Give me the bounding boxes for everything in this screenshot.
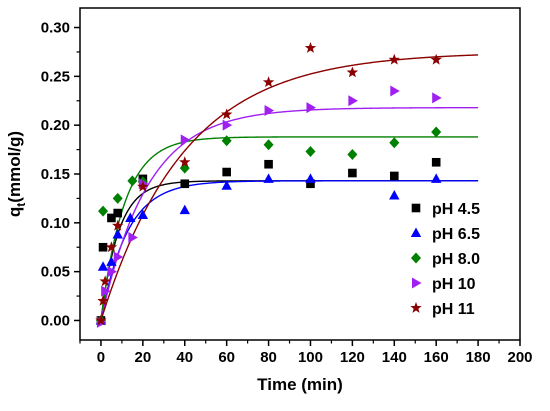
x-tick-label: 140 — [382, 349, 407, 366]
data-point-series-2-6 — [221, 135, 232, 147]
data-point-series-0-2 — [107, 213, 116, 223]
legend: pH 4.5 pH 6.5 pH 8.0 pH 10 pH 11 — [410, 201, 480, 318]
data-point-series-1-3 — [112, 229, 123, 239]
legend-marker-0 — [411, 203, 421, 213]
legend-marker-2 — [411, 252, 421, 264]
x-tick-label: 0 — [97, 349, 105, 366]
fit-curve-series-3 — [100, 106, 479, 321]
data-point-series-0-8 — [306, 179, 315, 189]
legend-marker-3 — [412, 277, 422, 289]
data-point-series-4-4 — [112, 219, 124, 231]
legend-label-1: pH 6.5 — [432, 226, 480, 243]
data-point-series-3-10 — [348, 95, 358, 107]
data-point-series-0-9 — [348, 168, 357, 178]
legend-label-4: pH 11 — [432, 301, 475, 318]
y-tick-label: 0.15 — [41, 166, 70, 183]
data-point-series-4-1 — [97, 294, 109, 306]
x-tick-label: 120 — [340, 349, 365, 366]
data-point-series-1-9 — [305, 173, 316, 183]
data-point-series-0-1 — [98, 242, 108, 252]
data-point-series-3-4 — [128, 231, 138, 243]
x-tick-label: 60 — [218, 349, 235, 366]
data-point-series-4-10 — [346, 66, 359, 78]
fit-curves — [100, 54, 479, 321]
x-axis-title: Time (min) — [257, 375, 343, 394]
fit-curve-series-2 — [100, 136, 479, 321]
y-tick-label: 0.00 — [41, 312, 70, 329]
data-point-series-0-6 — [222, 167, 231, 177]
data-point-series-4-6 — [179, 156, 191, 168]
x-tick-label: 180 — [466, 349, 491, 366]
axes: 0 20 40 60 80 100 120 140 160 180 200 0.00 0.05 0.10 0… — [5, 7, 533, 394]
data-point-series-2-2 — [112, 192, 123, 204]
data-point-series-4-2 — [99, 275, 111, 287]
data-point-series-3-8 — [264, 105, 275, 117]
data-point-series-2-8 — [305, 146, 316, 158]
data-point-series-2-10 — [389, 137, 400, 149]
data-point-series-3-3 — [113, 251, 124, 263]
data-point-series-1-4 — [125, 212, 136, 222]
fit-curve-series-0 — [100, 180, 479, 321]
data-point-series-3-2 — [107, 266, 117, 278]
data-point-series-2-11 — [431, 126, 442, 138]
fit-curve-series-4 — [100, 54, 479, 321]
legend-marker-4 — [410, 302, 422, 313]
legend-label-2: pH 8.0 — [432, 251, 480, 268]
data-point-series-3-7 — [222, 119, 233, 131]
data-point-series-0-5 — [180, 179, 190, 189]
x-tick-label: 80 — [260, 349, 277, 366]
data-point-series-4-9 — [304, 42, 317, 53]
y-tick-label: 0.05 — [41, 264, 70, 281]
x-tick-label: 20 — [135, 349, 152, 366]
data-point-series-0-10 — [389, 171, 399, 181]
x-tick-label: 100 — [298, 349, 323, 366]
data-point-series-1-11 — [430, 173, 442, 183]
data-point-series-4-3 — [105, 241, 118, 253]
data-point-series-4-5 — [137, 180, 149, 192]
data-point-series-4-8 — [262, 76, 275, 88]
data-point-series-4-11 — [388, 53, 400, 65]
data-point-series-3-11 — [390, 85, 400, 97]
y-tick-label: 0.20 — [41, 117, 70, 134]
data-point-series-4-7 — [220, 108, 233, 120]
data-point-series-3-6 — [180, 134, 191, 146]
data-point-series-4-12 — [430, 53, 442, 65]
data-point-series-1-6 — [179, 204, 190, 215]
data-point-series-1-2 — [106, 256, 117, 266]
x-tick-label: 40 — [176, 349, 193, 366]
x-tick-label: 200 — [507, 349, 532, 366]
y-axis-title: qt(mmol/g) — [5, 131, 28, 217]
data-point-series-1-10 — [389, 189, 400, 200]
data-point-series-0-11 — [431, 157, 441, 167]
data-point-series-2-7 — [263, 139, 274, 151]
data-point-series-2-3 — [127, 175, 138, 187]
data-point-series-1-5 — [137, 209, 149, 220]
data-point-series-3-1 — [101, 285, 111, 297]
data-point-series-3-9 — [306, 102, 316, 114]
y-tick-label: 0.25 — [41, 68, 70, 85]
x-tick-label: 160 — [424, 349, 449, 366]
fit-curve-series-1 — [100, 180, 479, 321]
data-point-series-1-8 — [263, 173, 274, 183]
legend-label-0: pH 4.5 — [432, 201, 480, 218]
data-point-series-4-0 — [95, 314, 107, 326]
y-tick-label: 0.10 — [41, 215, 70, 232]
data-point-series-3-12 — [432, 92, 442, 104]
data-point-series-2-9 — [347, 148, 358, 160]
data-point-series-0-7 — [264, 159, 273, 169]
legend-marker-1 — [410, 227, 422, 237]
data-point-series-0-3 — [113, 208, 123, 218]
data-markers — [95, 42, 442, 328]
data-point-series-2-1 — [98, 205, 109, 217]
legend-label-3: pH 10 — [432, 276, 476, 293]
data-point-series-1-1 — [97, 261, 109, 271]
data-point-series-1-7 — [221, 180, 232, 190]
y-tick-label: 0.30 — [41, 20, 70, 37]
